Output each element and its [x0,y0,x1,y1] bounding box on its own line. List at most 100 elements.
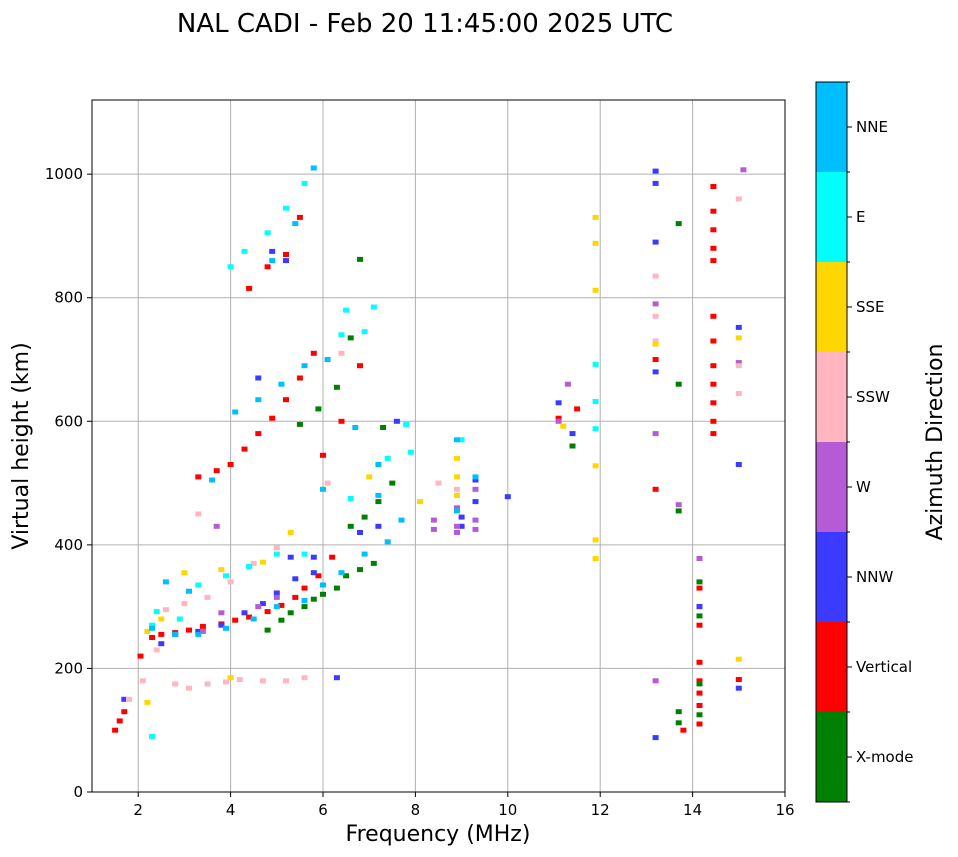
echo-point-nne [273,604,280,610]
echo-point-vertical [710,184,717,189]
colorbar-label: W [856,478,871,496]
colorbar-segment-w [816,442,847,532]
echo-point-nnw [652,180,659,186]
echo-point-vertical [116,718,123,724]
echo-point-ssw [735,363,742,369]
echo-point-vertical [310,350,317,356]
echo-point-nnw [555,400,562,406]
echo-point-sse [454,455,460,461]
echo-point-vertical [199,623,206,629]
colorbar-segment-nnw [816,532,847,622]
echo-point-sse [592,556,599,561]
echo-point-sse [735,335,742,341]
colorbar-segment-nne [816,82,847,172]
echo-point-nnw [375,523,382,529]
echo-point-vertical [696,622,703,628]
echo-point-vertical [264,264,271,270]
echo-point-e [149,622,156,628]
echo-point-x-mode [278,617,285,623]
echo-point-nnw [273,590,280,596]
echo-point-sse [144,628,151,634]
echo-point-vertical [735,677,742,682]
echo-point-vertical [241,446,248,452]
echo-point-ssw [250,560,257,566]
echo-point-x-mode [675,221,682,227]
colorbar-label: Vertical [856,658,912,676]
echo-point-ssw [195,511,202,517]
x-tick-label: 12 [591,801,610,819]
colorbar-label: SSW [856,388,890,406]
echo-point-nne [398,517,405,523]
echo-point-e [347,496,354,501]
echo-point-nnw [652,735,659,741]
y-tick-label: 0 [73,783,83,801]
colorbar-label: NNE [856,118,888,136]
echo-point-e [195,582,202,588]
echo-point-ssw [652,313,659,319]
echo-point-ssw [652,273,659,279]
echo-point-w [472,526,479,532]
echo-point-w [454,530,460,535]
echo-point-ssw [338,350,345,356]
echo-point-e [407,449,414,455]
echo-point-e [370,304,377,310]
echo-point-vertical [264,609,271,615]
echo-point-w [696,556,703,561]
echo-point-w [472,517,479,523]
echo-point-vertical [301,585,308,591]
echo-point-sse [560,423,567,429]
echo-point-ssw [162,607,169,613]
y-tick-label: 400 [54,536,83,554]
echo-point-sse [454,492,460,498]
x-tick-label: 10 [498,801,517,819]
y-tick-label: 1000 [45,165,83,183]
echo-point-vertical [158,631,165,637]
echo-point-e [241,248,248,254]
echo-point-vertical [246,285,253,291]
echo-point-vertical [149,635,156,640]
echo-point-nne [375,492,382,498]
echo-point-nnw [292,576,299,582]
echo-point-vertical [696,703,703,708]
echo-point-e [343,307,350,313]
echo-point-e [338,332,345,338]
echo-point-nnw [195,628,202,634]
echo-point-w [652,431,659,437]
echo-point-vertical [296,375,303,381]
echo-point-x-mode [675,720,682,726]
echo-point-x-mode [380,425,387,430]
echo-point-ssw [652,338,659,344]
echo-point-nnw [259,601,266,607]
echo-point-x-mode [296,421,303,427]
colorbar-segment-e [816,172,847,262]
echo-point-e [301,551,308,557]
echo-point-sse [181,570,188,576]
echo-point-ssw [259,678,266,684]
colorbar-frame [815,81,848,803]
echo-point-vertical [710,418,717,424]
echo-point-w [735,360,742,366]
echo-point-e [592,399,599,404]
echo-point-vertical [246,614,253,620]
echo-point-vertical [283,252,289,257]
echo-point-ssw [181,601,188,607]
echo-point-x-mode [264,627,271,633]
echo-point-x-mode [375,499,382,505]
echo-point-x-mode [333,384,340,390]
echo-point-nne [352,425,359,430]
echo-point-nne [232,409,239,415]
echo-point-vertical [710,208,717,214]
echo-point-nnw [696,604,703,610]
echo-point-ssw [186,685,192,691]
x-tick-label: 14 [683,801,702,819]
echo-point-x-mode [370,560,377,566]
echo-point-nnw [269,248,276,254]
x-tick-label: 16 [775,801,794,819]
echo-point-x-mode [696,613,703,619]
echo-point-ssw [153,647,160,653]
echo-point-nnw [472,499,479,505]
echo-point-w [555,418,562,424]
echo-point-nnw [310,570,317,576]
echo-point-vertical [195,474,202,480]
